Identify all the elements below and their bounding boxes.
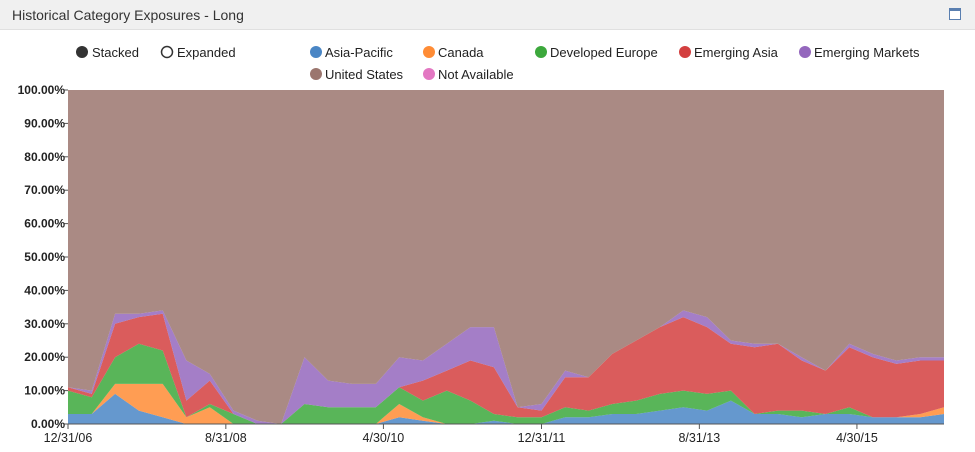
exposure-area-chart: 0.00% 10.00% 20.00% 30.00% 40.00% 50.00% 60.00… xyxy=(18,45,944,445)
area-asia-pacific xyxy=(68,393,944,424)
panel-title: Historical Category Exposures - Long xyxy=(12,7,244,23)
y-tick-label: 60.00% xyxy=(24,217,65,231)
x-tick-label: 8/31/08 xyxy=(205,431,247,445)
x-tick-label: 12/31/11 xyxy=(518,431,566,445)
y-tick-label: 10.00% xyxy=(24,384,65,398)
y-tick-label: 50.00% xyxy=(24,250,65,264)
legend-item-emerging-markets[interactable]: Emerging Markets xyxy=(814,45,920,60)
legend-item-not-available[interactable]: Not Available xyxy=(438,67,514,82)
radio-expanded-icon[interactable] xyxy=(160,45,174,59)
legend-item-developed-europe[interactable]: Developed Europe xyxy=(550,45,658,60)
area-emerging-asia xyxy=(68,313,944,424)
x-tick-label: 8/31/13 xyxy=(678,431,720,445)
y-tick-label: 30.00% xyxy=(24,317,65,331)
y-tick-label: 20.00% xyxy=(24,350,65,364)
legend-item-canada[interactable]: Canada xyxy=(438,45,484,60)
legend-item-united-states[interactable]: United States xyxy=(325,67,404,82)
y-tick-label: 80.00% xyxy=(24,150,65,164)
legend-item-asia-pacific[interactable]: Asia-Pacific xyxy=(325,45,393,60)
panel-header: Historical Category Exposures - Long xyxy=(0,0,975,30)
legend-marker-united-states[interactable] xyxy=(310,68,322,80)
window-maximize-icon[interactable] xyxy=(949,8,961,20)
area-canada xyxy=(68,383,944,424)
radio-stacked-icon[interactable] xyxy=(76,46,88,58)
x-tick-label: 12/31/06 xyxy=(44,431,93,445)
area-emerging-markets xyxy=(68,310,944,424)
legend-marker-canada[interactable] xyxy=(423,46,435,58)
legend-marker-emerging-markets[interactable] xyxy=(799,46,811,58)
y-tick-label: 0.00% xyxy=(31,417,65,431)
x-tick-label: 4/30/15 xyxy=(836,431,878,445)
legend-marker-asia-pacific[interactable] xyxy=(310,46,322,58)
legend-marker-developed-europe[interactable] xyxy=(535,46,547,58)
y-tick-label: 70.00% xyxy=(24,183,65,197)
mode-stacked-label[interactable]: Stacked xyxy=(92,45,139,60)
area-united-states xyxy=(68,90,944,424)
y-tick-label: 100.00% xyxy=(18,83,66,97)
y-tick-label: 40.00% xyxy=(24,283,65,297)
legend-item-emerging-asia[interactable]: Emerging Asia xyxy=(694,45,779,60)
area-developed-europe xyxy=(68,343,944,424)
x-tick-label: 4/30/10 xyxy=(363,431,405,445)
mode-expanded-label[interactable]: Expanded xyxy=(177,45,236,60)
y-tick-label: 90.00% xyxy=(24,116,65,130)
legend-marker-not-available[interactable] xyxy=(423,68,435,80)
legend-marker-emerging-asia[interactable] xyxy=(679,46,691,58)
